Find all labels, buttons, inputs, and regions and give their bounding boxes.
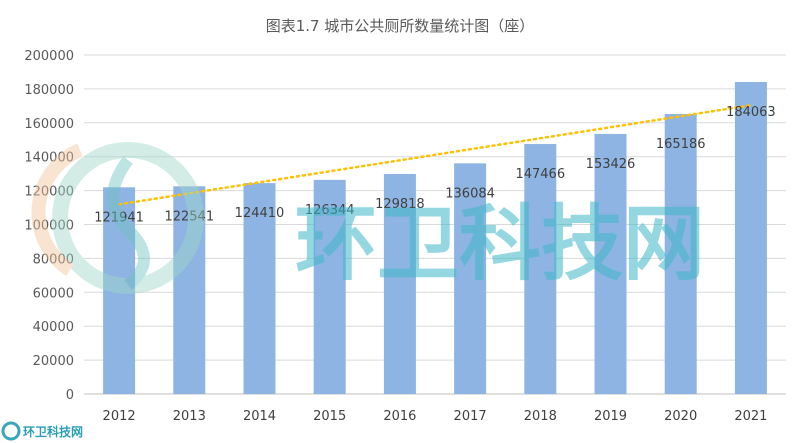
bar — [313, 179, 346, 394]
x-tick-label: 2018 — [524, 409, 557, 424]
y-axis-ticks: 0 20000 40000 60000 80000 100000 120000 140000 1… — [24, 49, 74, 403]
data-label: 147466 — [515, 167, 565, 182]
y-tick-label: 60000 — [33, 286, 74, 301]
data-label: 129818 — [375, 197, 425, 212]
data-label: 136084 — [445, 186, 495, 201]
bar — [664, 114, 697, 394]
corner-logo-icon — [1, 421, 21, 441]
bar — [734, 82, 767, 394]
trendline — [117, 103, 753, 206]
bar — [383, 173, 416, 394]
chart-title: 图表1.7 城市公共厕所数量统计图（座） — [266, 17, 535, 35]
bars — [103, 82, 767, 394]
data-label: 121941 — [94, 210, 144, 225]
x-tick-label: 2013 — [173, 409, 206, 424]
corner-logo: 环卫科技网 — [1, 421, 83, 441]
x-tick-label: 2020 — [664, 409, 697, 424]
bar — [454, 163, 487, 394]
data-label: 153426 — [586, 157, 636, 172]
bar — [524, 144, 557, 394]
corner-logo-text: 环卫科技网 — [23, 424, 83, 439]
y-tick-label: 180000 — [24, 83, 74, 98]
data-label: 184063 — [726, 105, 776, 120]
y-tick-label: 140000 — [24, 151, 74, 166]
y-tick-label: 20000 — [33, 354, 74, 369]
x-tick-label: 2012 — [103, 409, 136, 424]
y-tick-label: 120000 — [24, 185, 74, 200]
x-tick-label: 2016 — [383, 409, 416, 424]
bar — [243, 183, 276, 394]
x-tick-label: 2021 — [734, 409, 767, 424]
data-label: 122541 — [164, 209, 214, 224]
data-label: 124410 — [235, 206, 285, 221]
watermark-logo-icon — [31, 142, 204, 294]
y-tick-label: 0 — [66, 388, 74, 403]
y-tick-label: 200000 — [24, 49, 74, 64]
bar — [103, 187, 136, 394]
y-tick-label: 80000 — [33, 252, 74, 267]
bar — [173, 186, 206, 394]
bar — [594, 133, 627, 394]
x-axis-ticks: 2012 2013 2014 2015 2016 2017 2018 2019 2020 2021 — [103, 409, 768, 424]
x-tick-label: 2017 — [454, 409, 487, 424]
y-tick-label: 160000 — [24, 117, 74, 132]
watermark-text: 环卫科技网 — [295, 197, 705, 292]
x-tick-label: 2014 — [243, 409, 276, 424]
data-labels: 121941 122541 124410 126344 129818 136084 1474… — [94, 105, 775, 225]
y-tick-label: 40000 — [33, 320, 74, 335]
x-tick-label: 2015 — [313, 409, 346, 424]
x-tick-label: 2019 — [594, 409, 627, 424]
data-label: 165186 — [656, 137, 706, 152]
y-tick-label: 100000 — [24, 219, 74, 234]
data-label: 126344 — [305, 203, 355, 218]
trendline-path — [117, 103, 753, 206]
